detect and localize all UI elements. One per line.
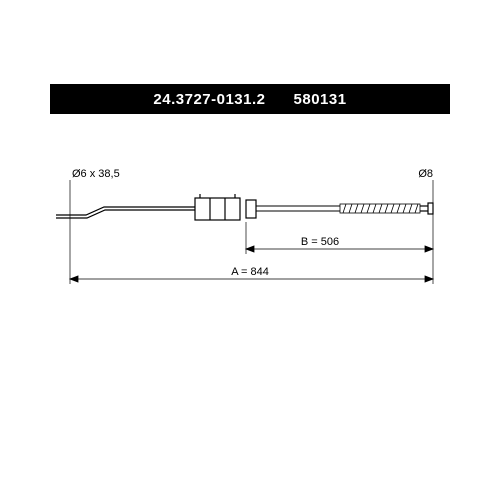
shaft-mid <box>256 206 340 211</box>
dimension-b <box>246 246 433 252</box>
right-tip <box>420 203 433 214</box>
part-code: 580131 <box>294 91 347 108</box>
coupling-block <box>195 194 240 220</box>
second-block <box>246 200 256 218</box>
dim-b-label: B = 506 <box>301 236 339 248</box>
dim-a-label: A = 844 <box>231 266 269 278</box>
technical-drawing: B = 506 A = 844 Ø6 x 38,5 Ø8 <box>50 114 450 334</box>
left-diameter-label: Ø6 x 38,5 <box>72 168 120 180</box>
part-number: 24.3727-0131.2 <box>153 91 265 108</box>
diagram-canvas: 24.3727-0131.2 580131 <box>0 0 500 500</box>
right-diameter-label: Ø8 <box>418 168 433 180</box>
header-bar: 24.3727-0131.2 580131 <box>50 84 450 114</box>
cable-left-bend <box>56 207 195 218</box>
sleeve <box>340 204 420 213</box>
